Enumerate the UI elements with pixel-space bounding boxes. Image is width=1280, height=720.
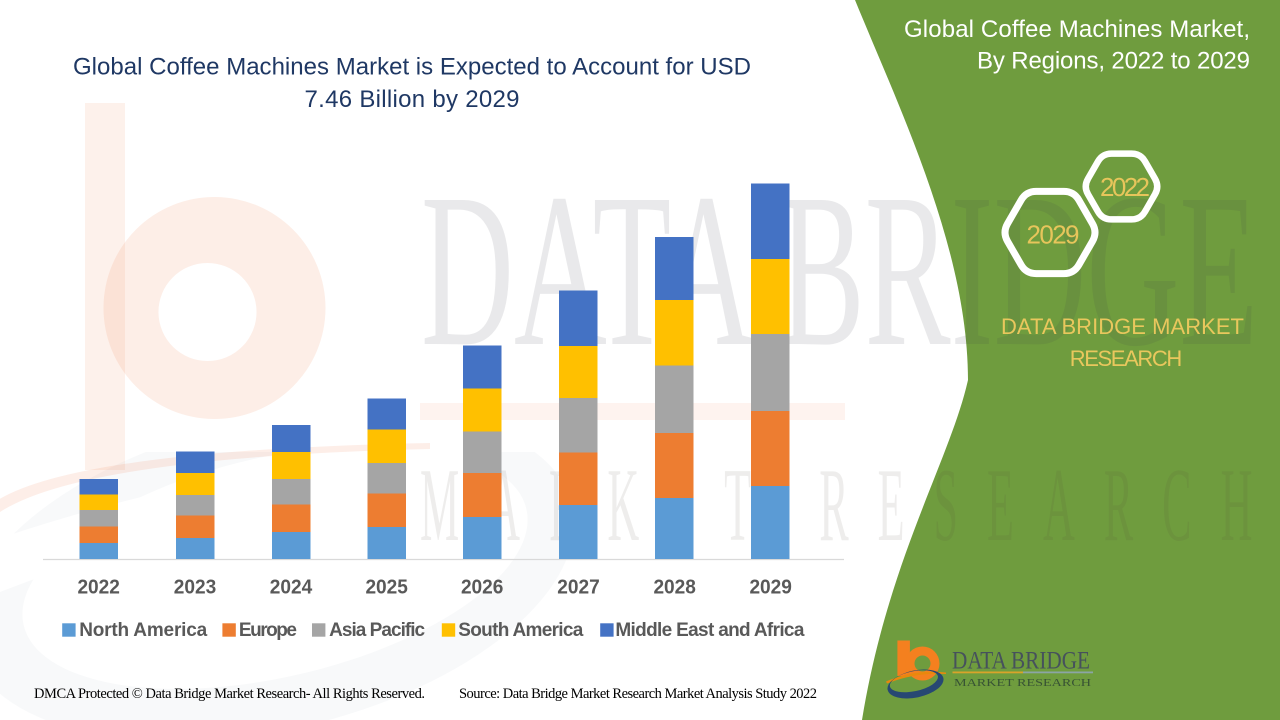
svg-text:2028: 2028: [653, 577, 696, 599]
svg-text:2022: 2022: [1100, 172, 1150, 202]
svg-text:2022: 2022: [77, 577, 120, 599]
svg-text:Source: Data Bridge Market Res: Source: Data Bridge Market Research Mark…: [459, 686, 817, 702]
svg-text:2029: 2029: [749, 577, 792, 599]
svg-text:2029: 2029: [1027, 220, 1080, 250]
svg-text:Europe: Europe: [239, 620, 297, 641]
svg-text:RESEARCH: RESEARCH: [1070, 346, 1183, 371]
svg-text:2027: 2027: [557, 577, 600, 599]
svg-text:Middle East and Africa: Middle East and Africa: [615, 620, 804, 641]
svg-text:By Regions, 2022 to 2029: By Regions, 2022 to 2029: [977, 48, 1250, 75]
svg-text:DATA BRIDGE: DATA BRIDGE: [952, 648, 1090, 675]
svg-text:Asia Pacific: Asia Pacific: [329, 620, 425, 641]
svg-text:South America: South America: [458, 620, 583, 641]
svg-text:2024: 2024: [270, 577, 313, 599]
svg-text:2026: 2026: [461, 577, 504, 599]
svg-text:DATA BRIDGE MARKET: DATA BRIDGE MARKET: [1001, 314, 1244, 339]
svg-text:Global Coffee Machines Market: Global Coffee Machines Market is Expecte…: [73, 54, 751, 81]
svg-text:DMCA Protected © Data Bridge M: DMCA Protected © Data Bridge Market Rese…: [34, 686, 425, 702]
svg-text:7.46 Billion by 2029: 7.46 Billion by 2029: [305, 86, 520, 113]
svg-text:2023: 2023: [174, 577, 217, 599]
svg-text:2025: 2025: [365, 577, 408, 599]
svg-text:MARKET RESEARCH: MARKET RESEARCH: [420, 447, 1280, 563]
svg-text:Global Coffee Machines Market,: Global Coffee Machines Market,: [904, 16, 1250, 43]
svg-text:North America: North America: [79, 620, 207, 641]
svg-text:MARKET RESEARCH: MARKET RESEARCH: [954, 678, 1091, 689]
